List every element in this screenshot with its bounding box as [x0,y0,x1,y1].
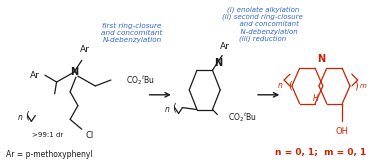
Text: n: n [277,81,282,91]
Text: (: ( [288,81,292,91]
Text: CO$_2$$^t$Bu: CO$_2$$^t$Bu [228,111,257,124]
Text: N: N [70,67,78,77]
Text: CO$_2$$^t$Bu: CO$_2$$^t$Bu [126,73,155,87]
Text: (i) enolate alkylation
(ii) second ring-closure
      and concomitant
      N-de: (i) enolate alkylation (ii) second ring-… [222,6,303,42]
Text: n: n [18,113,23,122]
Text: Cl: Cl [86,131,94,140]
Text: (: ( [172,103,176,113]
Text: m: m [360,83,366,89]
Text: OH: OH [336,127,349,136]
Text: (: ( [25,110,29,120]
Text: first ring-closure
and concomitant
N-debenzylation: first ring-closure and concomitant N-deb… [101,23,163,43]
Text: n = 0, 1;  m = 0, 1: n = 0, 1; m = 0, 1 [275,148,366,157]
Text: Ar: Ar [30,71,40,80]
Text: H: H [313,94,319,103]
Text: N: N [317,54,325,64]
Text: Ar: Ar [80,45,90,53]
Text: Ar = p-methoxyphenyl: Ar = p-methoxyphenyl [6,150,93,159]
Text: >99:1 dr: >99:1 dr [32,132,63,138]
Text: Ar: Ar [220,42,230,51]
Text: N: N [215,58,222,68]
Text: n: n [165,105,170,114]
Text: ): ) [354,81,357,91]
